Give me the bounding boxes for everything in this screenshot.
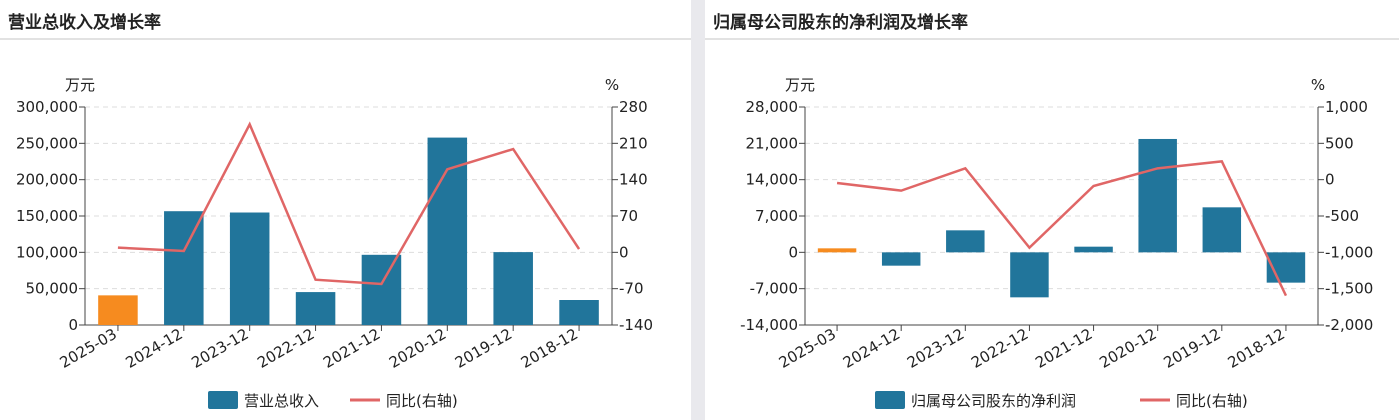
- bar: [881, 252, 921, 266]
- left-tick-label: 0: [788, 243, 798, 261]
- bar: [229, 212, 270, 325]
- left-tick-label: 7,000: [755, 207, 798, 225]
- legend-line-label: 同比(右轴): [386, 392, 458, 410]
- right-tick-label: -500: [1325, 207, 1359, 225]
- bar: [1010, 252, 1049, 298]
- panel-title: 营业总收入及增长率: [8, 13, 161, 33]
- left-tick-label: 150,000: [16, 207, 78, 225]
- x-tick-label: 2024-12: [840, 325, 903, 372]
- right-unit-label: %: [1311, 76, 1325, 94]
- bar: [817, 248, 857, 253]
- bar: [361, 254, 402, 325]
- divider: [0, 38, 691, 40]
- right-tick-label: 1,000: [1325, 98, 1368, 116]
- legend-bar-label: 归属母公司股东的净利润: [911, 392, 1076, 410]
- growth-line: [836, 160, 1288, 297]
- growth-line: [117, 121, 581, 286]
- x-tick-label: 2020-12: [386, 325, 449, 372]
- right-tick-label: -1,500: [1325, 280, 1373, 298]
- x-tick-label: 2021-12: [320, 325, 383, 372]
- legend-bar-label: 营业总收入: [244, 392, 319, 410]
- bar: [164, 211, 204, 325]
- right-tick-label: 500: [1325, 134, 1354, 152]
- left-tick-label: 250,000: [16, 134, 78, 152]
- left-unit-label: 万元: [785, 76, 815, 94]
- x-tick-label: 2019-12: [452, 325, 515, 372]
- right-tick-label: 140: [619, 171, 648, 189]
- net-profit-panel: 归属母公司股东的净利润及增长率 万元% 28,000 21,000 14,000 7,0…: [705, 0, 1399, 420]
- x-tick-label: 2023-12: [188, 325, 251, 372]
- left-tick-label: 300,000: [16, 98, 78, 116]
- divider: [705, 38, 1399, 40]
- legend-bar-swatch: [875, 391, 905, 409]
- left-tick-label: 14,000: [746, 171, 799, 189]
- bar: [295, 292, 336, 325]
- bar: [946, 230, 985, 253]
- right-tick-label: 210: [619, 134, 648, 152]
- left-tick-label: -14,000: [740, 316, 798, 334]
- left-tick-label: 100,000: [16, 243, 78, 261]
- right-tick-label: 280: [619, 98, 648, 116]
- right-tick-label: 0: [1325, 171, 1335, 189]
- x-tick-label: 2018-12: [518, 325, 581, 372]
- x-tick-label: 2022-12: [254, 325, 317, 372]
- net-profit-chart: 万元 % 28,000 21,000 14,000 7,000 0 -7,000 -14,000…: [740, 76, 1373, 410]
- bar: [559, 300, 599, 325]
- bar: [493, 252, 533, 325]
- x-tick-label: 2018-12: [1225, 325, 1288, 372]
- left-tick-label: 0: [68, 316, 78, 334]
- right-tick-label: 0: [619, 243, 629, 261]
- revenue-panel: 营业总收入及增长率 万元% 300,000 250,000 200,000 150,00…: [0, 0, 691, 420]
- right-tick-label: -2,000: [1325, 316, 1373, 334]
- legend-bar-swatch: [208, 391, 238, 409]
- bar: [1138, 138, 1177, 253]
- x-tick-label: 2021-12: [1032, 325, 1095, 372]
- legend-line-label: 同比(右轴): [1176, 392, 1248, 410]
- x-tick-label: 2024-12: [123, 325, 186, 372]
- right-tick-label: -1,000: [1325, 243, 1373, 261]
- bar: [98, 295, 138, 325]
- panel-title: 归属母公司股东的净利润及增长率: [713, 13, 968, 33]
- left-tick-label: 50,000: [26, 280, 79, 298]
- bar: [1202, 207, 1242, 253]
- right-tick-label: -140: [619, 316, 653, 334]
- right-tick-label: 70: [619, 207, 638, 225]
- x-tick-label: 2020-12: [1096, 325, 1159, 372]
- x-tick-label: 2023-12: [904, 325, 967, 372]
- x-tick-label: 2019-12: [1161, 325, 1224, 372]
- right-tick-label: -70: [619, 280, 644, 298]
- left-tick-label: 21,000: [746, 134, 799, 152]
- left-tick-label: 200,000: [16, 171, 78, 189]
- x-tick-label: 2025-03: [57, 325, 120, 372]
- right-unit-label: %: [605, 76, 619, 94]
- left-tick-label: 28,000: [746, 98, 799, 116]
- bar: [1074, 246, 1113, 253]
- left-tick-label: -7,000: [750, 280, 798, 298]
- left-unit-label: 万元: [65, 76, 95, 94]
- revenue-chart: 万元 % 300,000 250,000 200,000 150,000 100,000 50…: [16, 76, 653, 410]
- x-tick-label: 2022-12: [968, 325, 1031, 372]
